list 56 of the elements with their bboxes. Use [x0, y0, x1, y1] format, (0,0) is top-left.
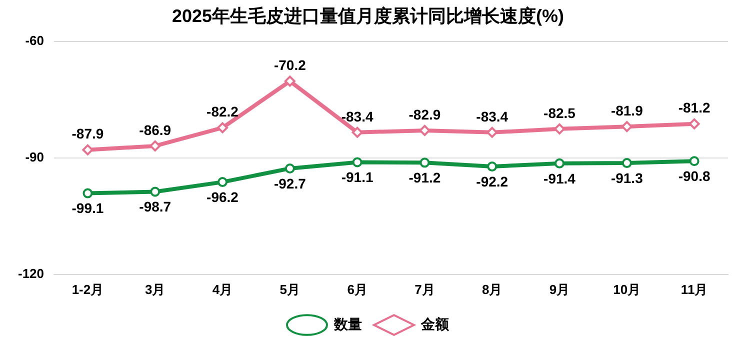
data-label: -81.9	[610, 102, 644, 118]
point	[622, 158, 632, 168]
x-tick-label: 3月	[145, 282, 166, 297]
point	[82, 188, 93, 198]
point	[217, 122, 228, 134]
data-label: -92.2	[476, 173, 508, 190]
data-label: -96.2	[206, 188, 239, 205]
point	[554, 158, 565, 168]
point	[487, 162, 498, 172]
point	[284, 76, 296, 87]
data-label: -83.4	[476, 108, 508, 124]
point	[284, 163, 295, 174]
x-tick-label: 8月	[482, 282, 502, 297]
x-tick-label: 7月	[414, 282, 435, 297]
x-tick-label: 6月	[347, 282, 368, 297]
point	[352, 157, 362, 168]
x-tick-label: 5月	[280, 282, 300, 297]
data-label: -82.9	[408, 106, 441, 122]
point	[688, 118, 700, 130]
data-label: -90.8	[678, 168, 710, 184]
data-label: -82.5	[544, 104, 576, 121]
x-tick-label: 11月	[680, 282, 708, 297]
point	[218, 177, 228, 188]
x-tick-label: 4月	[212, 282, 233, 297]
y-tick-label: -60	[25, 33, 44, 48]
chart-title: 2025年生毛皮进口量值月度累计同比增长速度(%)	[172, 6, 564, 26]
point	[419, 124, 430, 136]
y-tick-label: -90	[25, 150, 44, 165]
y-tick-label: -120	[18, 266, 44, 281]
point	[150, 140, 161, 152]
point	[82, 144, 94, 156]
data-label: -86.9	[139, 122, 172, 138]
data-label: -91.2	[408, 170, 441, 186]
legend-label: 金额	[420, 316, 450, 332]
data-label: -99.1	[72, 200, 104, 216]
point	[689, 156, 700, 166]
legend-label: 数量	[333, 316, 362, 332]
x-tick-label: 10月	[613, 282, 641, 297]
point	[352, 126, 363, 138]
data-label: -91.1	[341, 169, 374, 186]
point	[486, 126, 498, 138]
data-label: -91.3	[610, 170, 644, 186]
x-tick-label: 9月	[549, 282, 570, 297]
point	[150, 186, 160, 197]
data-label: -87.9	[72, 126, 104, 142]
data-label: -70.2	[274, 57, 306, 74]
data-label: -91.4	[544, 170, 576, 186]
data-label: -92.7	[274, 175, 306, 192]
point	[554, 123, 566, 134]
data-label: -83.4	[341, 108, 374, 124]
data-label: -82.2	[206, 104, 239, 120]
point	[621, 121, 632, 132]
data-label: -81.2	[678, 100, 710, 116]
data-label: -98.7	[139, 198, 172, 215]
x-tick-label: 1-2月	[72, 282, 104, 297]
point	[420, 158, 430, 168]
